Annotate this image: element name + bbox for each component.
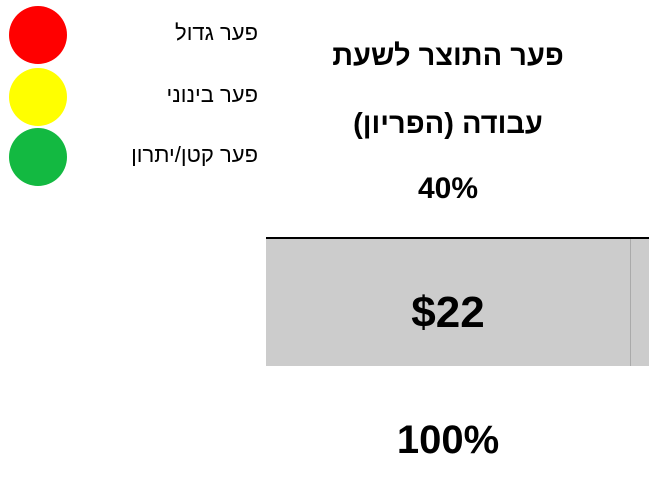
legend-label: פער בינוני — [166, 82, 258, 107]
divider — [266, 237, 649, 239]
footer-percent: 100% — [396, 418, 500, 462]
legend-swatch — [9, 6, 67, 64]
side-cell — [630, 239, 649, 366]
legend-swatch — [9, 68, 67, 126]
legend-swatch — [9, 128, 67, 186]
value-cell — [266, 239, 630, 366]
header-percent: 40% — [417, 172, 479, 205]
title-line: פער התוצר לשעת — [332, 40, 564, 72]
legend-label: פער גדול — [175, 20, 258, 45]
title-line: עבודה (הפריון) — [353, 108, 543, 140]
legend-label: פער קטן/יתרון — [131, 142, 258, 167]
cell-value: $22 — [411, 288, 485, 337]
